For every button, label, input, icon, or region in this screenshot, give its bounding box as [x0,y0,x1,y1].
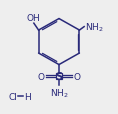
Text: O: O [37,72,44,81]
Text: NH$_2$: NH$_2$ [50,87,68,99]
Text: Cl: Cl [9,92,18,101]
Text: O: O [74,72,81,81]
Text: NH$_2$: NH$_2$ [85,21,104,34]
Text: H: H [24,92,31,101]
Text: S: S [55,71,63,81]
Text: OH: OH [27,14,41,23]
Bar [56,74,62,79]
